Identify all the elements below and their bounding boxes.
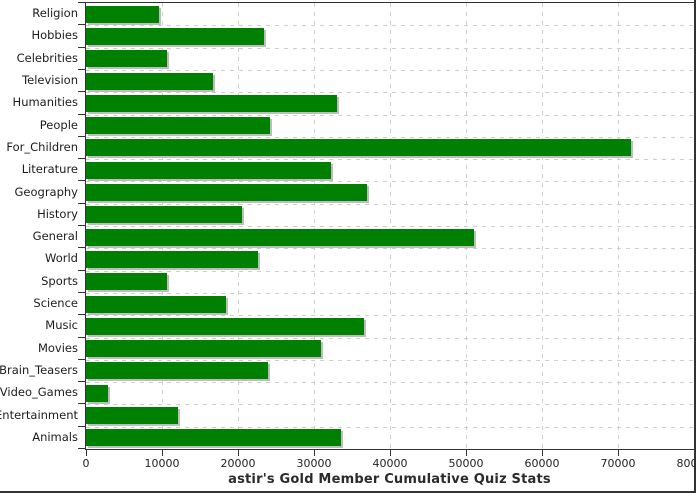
x-axis-tick-label: 80000: [676, 457, 695, 470]
x-axis-tick-label: 20000: [220, 457, 256, 470]
category-label: Television: [22, 73, 78, 88]
category-label: Animals: [32, 429, 78, 444]
category-label: Science: [33, 296, 78, 311]
bar-animals: [86, 429, 341, 446]
category-label: General: [32, 229, 78, 244]
category-label: For_Children: [6, 139, 78, 154]
bar-geography: [86, 184, 367, 201]
vertical-gridline: [466, 3, 467, 449]
x-axis-tick-label: 10000: [144, 457, 180, 470]
y-axis-tick: [78, 359, 85, 360]
y-axis-tick: [78, 91, 85, 92]
y-axis-tick: [78, 381, 85, 382]
x-axis-tick-label: 40000: [372, 457, 408, 470]
y-axis-tick: [78, 247, 85, 248]
bar-science: [86, 296, 226, 313]
y-axis-tick: [78, 136, 85, 137]
category-label: Religion: [32, 6, 78, 21]
vertical-gridline: [542, 3, 543, 449]
bar-general: [86, 229, 474, 246]
y-axis-tick: [78, 270, 85, 271]
y-axis-tick: [78, 47, 85, 48]
category-label: Brain_Teasers: [0, 362, 78, 377]
bar-music: [86, 318, 364, 335]
chart-title: astir's Gold Member Cumulative Quiz Stat…: [228, 472, 551, 487]
y-axis-tick: [78, 448, 85, 449]
bar-sports: [86, 273, 167, 290]
bar-celebrities: [86, 50, 167, 67]
y-axis-tick: [78, 2, 85, 3]
x-axis-tick: [86, 450, 87, 456]
x-axis-tick: [542, 450, 543, 456]
x-axis-tick: [162, 450, 163, 456]
category-label: Hobbies: [31, 28, 78, 43]
category-label: World: [45, 251, 78, 266]
category-label: Geography: [14, 184, 79, 199]
vertical-gridline: [238, 3, 239, 449]
y-axis-tick: [78, 403, 85, 404]
y-axis-tick: [78, 180, 85, 181]
x-axis-tick: [314, 450, 315, 456]
category-label: Humanities: [12, 95, 78, 110]
bar-movies: [86, 340, 321, 357]
vertical-gridline: [162, 3, 163, 449]
bar-humanities: [86, 95, 337, 112]
y-axis-tick: [78, 314, 85, 315]
x-axis-tick-label: 30000: [296, 457, 332, 470]
x-axis-tick-label: 50000: [448, 457, 484, 470]
category-label: History: [37, 206, 78, 221]
bar-for_children: [86, 139, 631, 156]
y-axis-tick: [78, 24, 85, 25]
y-axis-tick: [78, 292, 85, 293]
bar-people: [86, 117, 270, 134]
y-axis-tick: [78, 337, 85, 338]
vertical-gridline: [618, 3, 619, 449]
x-axis-tick-label: 0: [82, 457, 90, 470]
bar-religion: [86, 6, 159, 23]
plot-area: [85, 2, 694, 450]
category-label: Celebrities: [16, 50, 78, 65]
category-label: Entertainment: [0, 407, 78, 422]
y-axis-tick: [78, 203, 85, 204]
bar-literature: [86, 162, 331, 179]
vertical-gridline: [314, 3, 315, 449]
x-axis-tick: [694, 450, 695, 456]
bar-entertainment: [86, 407, 178, 424]
bar-history: [86, 206, 242, 223]
x-axis-tick: [466, 450, 467, 456]
bar-hobbies: [86, 28, 264, 45]
x-axis-tick: [390, 450, 391, 456]
vertical-gridline: [390, 3, 391, 449]
x-axis-tick: [238, 450, 239, 456]
category-label: Literature: [21, 162, 78, 177]
bar-television: [86, 73, 213, 90]
y-axis-tick: [78, 69, 85, 70]
category-label: Music: [45, 318, 78, 333]
y-axis-tick: [78, 158, 85, 159]
bar-video_games: [86, 385, 108, 402]
y-axis-tick: [78, 426, 85, 427]
category-label: Video_Games: [0, 385, 78, 400]
x-axis-tick-label: 60000: [524, 457, 560, 470]
x-axis-tick: [618, 450, 619, 456]
bar-brain_teasers: [86, 362, 268, 379]
category-label: Sports: [41, 273, 78, 288]
category-label: People: [39, 117, 78, 132]
x-axis-tick-label: 70000: [600, 457, 636, 470]
category-label: Movies: [37, 340, 78, 355]
bar-world: [86, 251, 258, 268]
y-axis-tick: [78, 114, 85, 115]
y-axis-tick: [78, 225, 85, 226]
